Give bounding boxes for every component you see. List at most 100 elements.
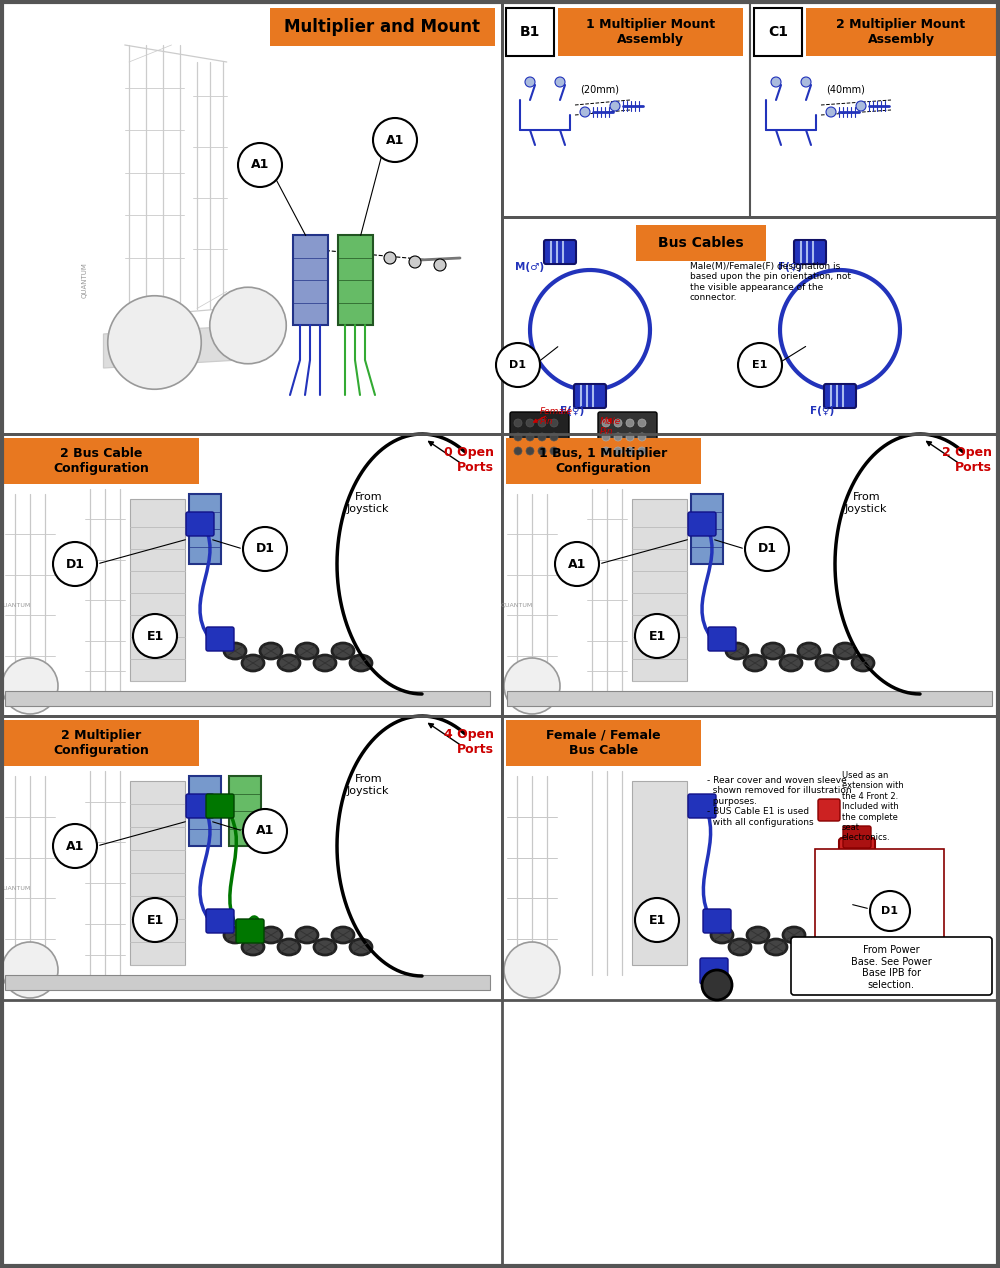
Circle shape	[133, 614, 177, 658]
Bar	[806, 8, 996, 56]
Circle shape	[504, 942, 560, 998]
Bar	[636, 224, 766, 261]
Text: From
Joystick: From Joystick	[845, 492, 888, 514]
Text: QUANTUM: QUANTUM	[0, 602, 31, 607]
Circle shape	[771, 77, 781, 87]
Circle shape	[538, 418, 546, 427]
Ellipse shape	[332, 927, 354, 943]
Ellipse shape	[762, 643, 784, 659]
Text: E1: E1	[752, 360, 768, 370]
Circle shape	[108, 295, 201, 389]
FancyBboxPatch shape	[843, 825, 871, 848]
FancyBboxPatch shape	[574, 384, 606, 408]
Circle shape	[856, 101, 866, 112]
Text: D1: D1	[882, 907, 898, 915]
Circle shape	[626, 418, 634, 427]
Ellipse shape	[296, 643, 318, 659]
FancyBboxPatch shape	[688, 512, 716, 536]
FancyBboxPatch shape	[206, 626, 234, 650]
Circle shape	[626, 448, 634, 455]
FancyBboxPatch shape	[206, 794, 234, 818]
Bar	[130, 500, 185, 681]
Circle shape	[801, 77, 811, 87]
Circle shape	[635, 614, 679, 658]
Text: F(♀): F(♀)	[560, 406, 584, 416]
Circle shape	[409, 256, 421, 268]
Bar	[189, 495, 221, 564]
Ellipse shape	[332, 643, 354, 659]
Bar	[558, 8, 743, 56]
Circle shape	[555, 541, 599, 586]
Text: C1: C1	[768, 25, 788, 39]
Bar	[632, 781, 687, 965]
Circle shape	[702, 970, 732, 1000]
Ellipse shape	[350, 940, 372, 955]
Circle shape	[602, 448, 610, 455]
Text: 4 Open
Ports: 4 Open Ports	[444, 728, 494, 756]
Bar	[0, 716, 502, 1000]
FancyBboxPatch shape	[186, 512, 214, 536]
Text: (20mm): (20mm)	[580, 85, 619, 95]
Circle shape	[434, 259, 446, 271]
Text: M(♂): M(♂)	[515, 262, 544, 273]
Circle shape	[2, 942, 58, 998]
Circle shape	[826, 107, 836, 117]
Circle shape	[53, 824, 97, 869]
Ellipse shape	[242, 656, 264, 671]
Circle shape	[514, 418, 522, 427]
Polygon shape	[507, 691, 992, 706]
Text: Used as an
extension with
the 4 Front 2.
Included with
the complete
seat
electro: Used as an extension with the 4 Front 2.…	[842, 771, 904, 842]
Circle shape	[626, 432, 634, 441]
Text: Male(M)/Female(F) designation is
based upon the pin orientation, not
the visible: Male(M)/Female(F) designation is based u…	[690, 262, 851, 302]
Ellipse shape	[350, 656, 372, 671]
Text: A1: A1	[66, 839, 84, 852]
Text: Female
Pin: Female Pin	[540, 407, 573, 426]
Circle shape	[635, 898, 679, 942]
FancyBboxPatch shape	[510, 412, 569, 464]
Circle shape	[550, 448, 558, 455]
Circle shape	[53, 541, 97, 586]
Text: A1: A1	[386, 133, 404, 147]
Circle shape	[373, 118, 417, 162]
Bar	[691, 495, 723, 564]
FancyBboxPatch shape	[708, 626, 736, 650]
Ellipse shape	[765, 940, 787, 955]
Circle shape	[525, 77, 535, 87]
Circle shape	[514, 432, 522, 441]
FancyBboxPatch shape	[688, 794, 716, 818]
FancyBboxPatch shape	[236, 919, 264, 943]
Ellipse shape	[726, 643, 748, 659]
Text: D1: D1	[758, 543, 776, 555]
Ellipse shape	[278, 940, 300, 955]
Ellipse shape	[747, 927, 769, 943]
Bar	[502, 434, 1000, 716]
Bar	[754, 8, 802, 56]
Text: 1 Multiplier Mount
Assembly: 1 Multiplier Mount Assembly	[586, 18, 715, 46]
Polygon shape	[5, 691, 490, 706]
Bar	[130, 781, 185, 965]
Text: 1 Bus, 1 Multiplier
Configuration: 1 Bus, 1 Multiplier Configuration	[539, 448, 668, 476]
Text: 2 Open
Ports: 2 Open Ports	[942, 446, 992, 474]
Ellipse shape	[852, 656, 874, 671]
Bar	[229, 776, 261, 846]
Text: (40mm): (40mm)	[826, 85, 865, 95]
Text: 2 Multiplier
Configuration: 2 Multiplier Configuration	[54, 729, 149, 757]
Bar	[338, 235, 372, 325]
Text: E1: E1	[648, 913, 666, 927]
Ellipse shape	[242, 940, 264, 955]
Text: A1: A1	[568, 558, 586, 571]
Circle shape	[555, 77, 565, 87]
Circle shape	[614, 432, 622, 441]
Ellipse shape	[278, 656, 300, 671]
Ellipse shape	[729, 940, 751, 955]
Circle shape	[638, 432, 646, 441]
FancyBboxPatch shape	[824, 384, 856, 408]
Text: F(♀): F(♀)	[778, 262, 802, 273]
Circle shape	[243, 527, 287, 571]
Text: D1: D1	[510, 360, 526, 370]
Circle shape	[504, 658, 560, 714]
Text: From Power
Base. See Power
Base IPB for
selection.: From Power Base. See Power Base IPB for …	[851, 945, 931, 990]
Circle shape	[133, 898, 177, 942]
Circle shape	[538, 448, 546, 455]
Circle shape	[638, 448, 646, 455]
